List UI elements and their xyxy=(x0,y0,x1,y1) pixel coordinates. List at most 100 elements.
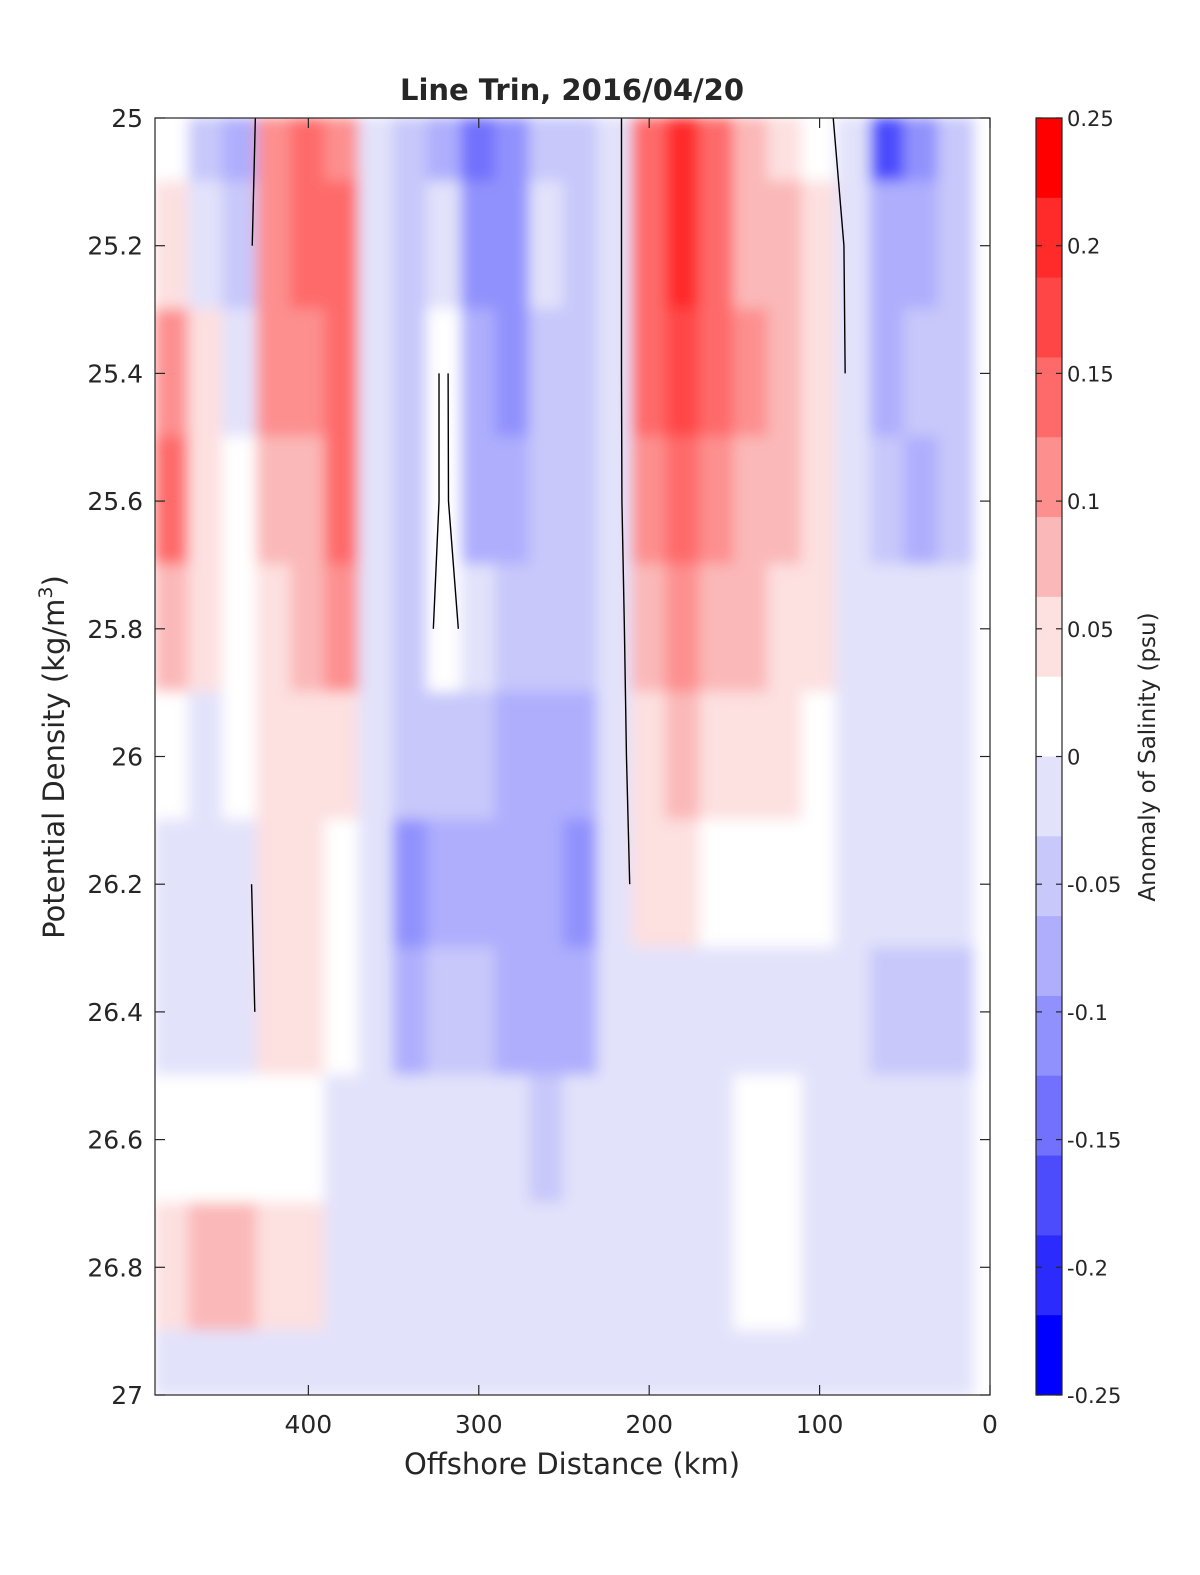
colorbar-swatch xyxy=(1036,1155,1062,1236)
colorbar-swatch xyxy=(1036,756,1062,837)
plot-area: 400 300 200 100 0 25 25.2 25.4 25.6 25.8 26 26.2 26… xyxy=(87,104,998,1439)
contour-cell xyxy=(597,118,634,183)
colorbar-tick-label: 0.2 xyxy=(1067,235,1100,259)
contour-cell xyxy=(324,1074,361,1205)
colorbar-swatch xyxy=(1036,1315,1062,1396)
contour-cell xyxy=(528,1202,565,1333)
colorbar-tick-label: -0.25 xyxy=(1067,1384,1121,1408)
contour-cell xyxy=(256,819,293,950)
colorbar-tick-label: -0.05 xyxy=(1067,873,1121,897)
contour-cell xyxy=(631,436,668,566)
colorbar-tick-label: 0.1 xyxy=(1067,490,1100,514)
contour-cell xyxy=(665,436,702,566)
colorbar-tick-label: -0.1 xyxy=(1067,1001,1108,1025)
contour-cell xyxy=(835,1202,872,1333)
x-tick-label: 0 xyxy=(982,1410,998,1439)
y-tick-label: 27 xyxy=(111,1381,143,1410)
contour-cell xyxy=(358,436,395,566)
contour-cell xyxy=(699,436,736,566)
x-tick-label: 200 xyxy=(625,1410,673,1439)
contour-cell xyxy=(188,1330,225,1395)
contour-cell xyxy=(392,563,429,694)
contour-cell xyxy=(358,118,395,183)
contour-cell xyxy=(358,180,395,311)
contour-cell xyxy=(699,180,736,311)
colorbar-swatch xyxy=(1036,437,1062,518)
contour-cell xyxy=(460,819,497,950)
y-tick-label: 25 xyxy=(111,104,143,133)
contour-cell xyxy=(188,1074,225,1205)
zero-contour-line xyxy=(251,118,257,246)
contour-cell xyxy=(699,691,736,822)
contour-cell xyxy=(494,308,531,439)
contour-cell xyxy=(358,1202,395,1333)
contour-cell xyxy=(733,1330,770,1395)
contour-cell xyxy=(324,1330,361,1395)
contour-cell xyxy=(188,563,225,694)
contour-cell xyxy=(869,118,906,183)
contour-cell xyxy=(733,819,770,950)
contour-cell xyxy=(222,1074,259,1205)
contour-cell xyxy=(562,1330,600,1395)
contour-cell xyxy=(290,947,327,1077)
contour-cell xyxy=(903,180,940,311)
contour-cell xyxy=(869,947,906,1077)
contour-cell xyxy=(358,308,395,439)
contour-cell xyxy=(562,1202,600,1333)
y-axis: 25 25.2 25.4 25.6 25.8 26 26.2 26.4 26.6 26.8 27 xyxy=(87,104,990,1410)
contour-cell xyxy=(903,819,940,950)
contour-cell xyxy=(699,819,736,950)
contour-cell xyxy=(392,819,429,950)
contour-cell xyxy=(903,1330,940,1395)
contour-cell xyxy=(733,436,770,566)
contour-cell xyxy=(597,1074,634,1205)
y-tick-label: 25.8 xyxy=(87,615,143,644)
contour-cell xyxy=(801,947,838,1077)
contour-cell xyxy=(426,118,463,183)
contour-cell xyxy=(494,1202,531,1333)
contour-cell xyxy=(358,1074,395,1205)
contour-cell xyxy=(835,180,872,311)
contour-cell xyxy=(460,1202,497,1333)
x-tick-label: 300 xyxy=(455,1410,503,1439)
contour-cell xyxy=(733,1202,770,1333)
zero-contour-line xyxy=(250,884,256,1012)
contour-cell xyxy=(460,118,497,183)
contour-cell xyxy=(562,691,600,822)
contour-cell xyxy=(597,947,634,1077)
colorbar-swatch xyxy=(1036,916,1062,997)
contour-cell xyxy=(903,118,940,183)
colorbar-swatch xyxy=(1036,1235,1062,1316)
contour-cell xyxy=(767,947,804,1077)
contour-cell xyxy=(562,180,600,311)
contour-cell xyxy=(528,1330,565,1395)
contour-cell xyxy=(494,118,531,183)
contour-cell xyxy=(290,563,327,694)
colorbar-ticks: 0.25 0.2 0.15 0.1 0.05 0 -0.05 -0.1 -0.15 -0.2 -0.… xyxy=(1036,107,1121,1408)
contour-cell xyxy=(767,563,804,694)
contour-cell xyxy=(869,1074,906,1205)
contour-cell xyxy=(801,1202,838,1333)
contour-cell xyxy=(222,947,259,1077)
contour-cell xyxy=(869,819,906,950)
contour-cell xyxy=(937,1202,974,1333)
contour-cell xyxy=(324,180,361,311)
contour-cell xyxy=(767,180,804,311)
contour-fill xyxy=(155,118,974,1395)
contour-cell xyxy=(256,947,293,1077)
colorbar-label: Anomaly of Salinity (psu) xyxy=(1135,612,1161,901)
contour-cell xyxy=(426,1202,463,1333)
contour-cell xyxy=(222,180,259,311)
contour-cell xyxy=(528,563,565,694)
contour-cell xyxy=(155,118,191,183)
y-axis-label-main: Potential Density (kg/m xyxy=(37,599,71,939)
contour-cell xyxy=(222,1330,259,1395)
contour-cell xyxy=(222,1202,259,1333)
contour-cell xyxy=(222,118,259,183)
contour-cell xyxy=(937,819,974,950)
contour-cell xyxy=(665,308,702,439)
chart-title: Line Trin, 2016/04/20 xyxy=(400,73,744,107)
contour-cell xyxy=(597,436,634,566)
colorbar-tick-label: 0.25 xyxy=(1067,107,1114,131)
